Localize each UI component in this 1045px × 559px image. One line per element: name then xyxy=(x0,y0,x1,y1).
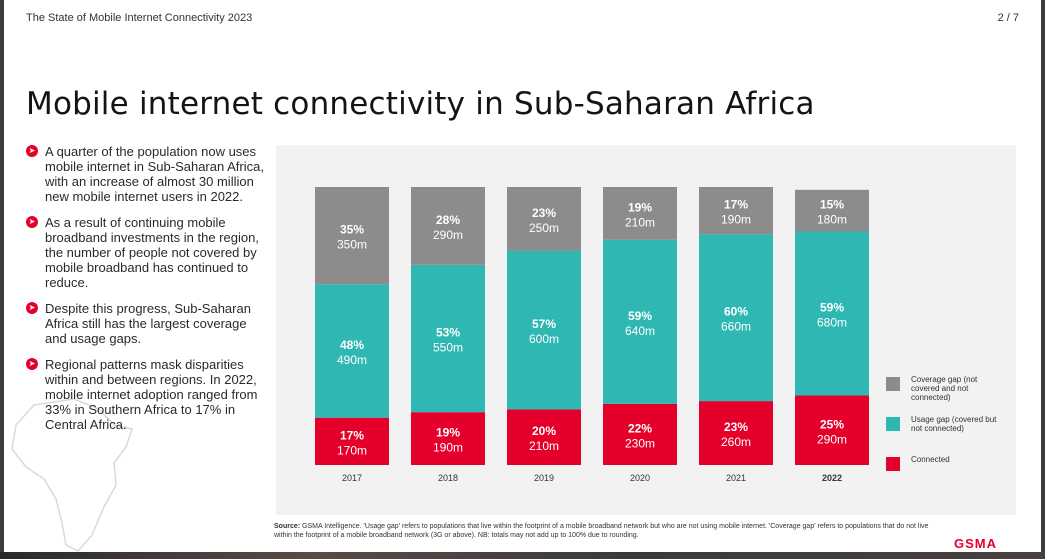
bullet-list: ➤ A quarter of the population now uses m… xyxy=(26,144,266,443)
bar-segment-connected xyxy=(411,412,485,465)
bar-label-abs: 170m xyxy=(337,443,367,457)
bar-segment-coverage-gap xyxy=(699,187,773,235)
legend-item-coverage-gap: Coverage gap (not covered and not connec… xyxy=(886,375,1011,415)
x-tick-label: 2019 xyxy=(534,473,554,483)
bar-label-abs: 660m xyxy=(721,320,751,334)
bar-segment-connected xyxy=(603,403,677,465)
legend-item-connected: Connected xyxy=(886,455,1011,495)
bullet-text: A quarter of the population now uses mob… xyxy=(45,144,264,204)
bar-segment-coverage-gap xyxy=(411,187,485,265)
legend-item-usage-gap: Usage gap (covered but not connected) xyxy=(886,415,1011,455)
bar-label-abs: 190m xyxy=(721,213,751,227)
source-text: GSMA Intelligence. 'Usage gap' refers to… xyxy=(274,523,929,539)
bar-label-pct: 48% xyxy=(340,338,364,352)
bar-label-abs: 640m xyxy=(625,324,655,338)
bar-label-pct: 20% xyxy=(532,424,556,438)
legend-label-connected: Connected xyxy=(911,455,950,464)
bar-label-pct: 53% xyxy=(436,326,460,340)
x-tick-label: 2017 xyxy=(342,473,362,483)
bar-label-pct: 60% xyxy=(724,305,748,319)
bar-segment-coverage-gap xyxy=(507,187,581,251)
bar-segment-connected xyxy=(795,395,869,465)
bar-segment-usage-gap xyxy=(795,231,869,396)
slide-title: Mobile internet connectivity in Sub-Saha… xyxy=(26,86,815,122)
document-page: The State of Mobile Internet Connectivit… xyxy=(4,0,1041,552)
document-title: The State of Mobile Internet Connectivit… xyxy=(26,12,253,24)
bar-segment-coverage-gap xyxy=(603,187,677,240)
bar-label-pct: 17% xyxy=(340,428,364,442)
x-tick-label: 2020 xyxy=(630,473,650,483)
bar-label-pct: 22% xyxy=(628,421,652,435)
bar-label-abs: 290m xyxy=(817,432,847,446)
bar-segment-connected xyxy=(507,409,581,465)
bullet-text: As a result of continuing mobile broadba… xyxy=(45,215,259,290)
chart-panel: 17% 170m 48% 490m 35% 350m 2017 19% 190m 53% 550m 2… xyxy=(276,145,1016,515)
bar-label-pct: 17% xyxy=(724,198,748,212)
bar-label-pct: 57% xyxy=(532,317,556,331)
bar-label-abs: 250m xyxy=(529,221,559,235)
bar-segment-coverage-gap xyxy=(315,187,389,285)
bar-label-abs: 190m xyxy=(433,441,463,455)
bullet-text: Regional patterns mask disparities withi… xyxy=(45,357,258,432)
bar-label-pct: 19% xyxy=(436,426,460,440)
stacked-bar-chart: 17%170m48%490m35%350m201719%190m53%550m2… xyxy=(315,187,869,483)
arrow-right-circle-icon: ➤ xyxy=(26,145,38,157)
bar-label-abs: 290m xyxy=(433,228,463,242)
legend-swatch-coverage-gap xyxy=(886,377,900,391)
bar-label-abs: 230m xyxy=(625,436,655,450)
bar-segment-usage-gap xyxy=(699,234,773,402)
bar-label-pct: 19% xyxy=(628,200,652,214)
legend-swatch-connected xyxy=(886,457,900,471)
bar-label-abs: 550m xyxy=(433,341,463,355)
bar-label-abs: 180m xyxy=(817,213,847,227)
bullet-item: ➤ As a result of continuing mobile broad… xyxy=(26,215,266,290)
x-tick-label: 2021 xyxy=(726,473,746,483)
legend-label-coverage-gap: Coverage gap (not covered and not connec… xyxy=(911,375,978,402)
bar-label-pct: 15% xyxy=(820,198,844,212)
bar-label-pct: 23% xyxy=(532,206,556,220)
bar-segment-usage-gap xyxy=(507,250,581,410)
bullet-text: Despite this progress, Sub-Saharan Afric… xyxy=(45,301,251,346)
bullet-item: ➤ A quarter of the population now uses m… xyxy=(26,144,266,204)
taskbar-strip xyxy=(0,552,1045,559)
bar-label-pct: 35% xyxy=(340,223,364,237)
bar-segment-connected xyxy=(315,417,389,465)
bar-label-abs: 600m xyxy=(529,332,559,346)
x-tick-label: 2018 xyxy=(438,473,458,483)
bar-label-pct: 23% xyxy=(724,420,748,434)
gsma-logo: GSMA xyxy=(954,536,997,551)
bullet-item: ➤ Regional patterns mask disparities wit… xyxy=(26,357,266,432)
page-indicator: 2 / 7 xyxy=(997,12,1019,24)
bullet-item: ➤ Despite this progress, Sub-Saharan Afr… xyxy=(26,301,266,346)
x-tick-label: 2022 xyxy=(822,473,842,483)
source-note: Source: GSMA Intelligence. 'Usage gap' r… xyxy=(274,522,934,540)
bar-segment-usage-gap xyxy=(411,264,485,413)
legend-label-usage-gap: Usage gap (covered but not connected) xyxy=(911,415,997,433)
bar-label-abs: 350m xyxy=(337,238,367,252)
africa-map-icon xyxy=(11,398,133,552)
bar-label-abs: 210m xyxy=(529,439,559,453)
bar-segment-usage-gap xyxy=(315,284,389,418)
arrow-right-circle-icon: ➤ xyxy=(26,358,38,370)
arrow-right-circle-icon: ➤ xyxy=(26,302,38,314)
bar-label-abs: 680m xyxy=(817,316,847,330)
chart-legend: Coverage gap (not covered and not connec… xyxy=(886,375,1011,495)
bar-label-pct: 28% xyxy=(436,213,460,227)
bar-segment-connected xyxy=(699,401,773,465)
bar-label-pct: 59% xyxy=(820,301,844,315)
source-label: Source: xyxy=(274,523,301,530)
legend-swatch-usage-gap xyxy=(886,417,900,431)
arrow-right-circle-icon: ➤ xyxy=(26,216,38,228)
bar-label-pct: 59% xyxy=(628,309,652,323)
bar-label-abs: 490m xyxy=(337,353,367,367)
bar-label-pct: 25% xyxy=(820,417,844,431)
bar-segment-coverage-gap xyxy=(795,189,869,232)
bar-segment-usage-gap xyxy=(603,239,677,404)
bar-label-abs: 260m xyxy=(721,435,751,449)
bar-label-abs: 210m xyxy=(625,215,655,229)
